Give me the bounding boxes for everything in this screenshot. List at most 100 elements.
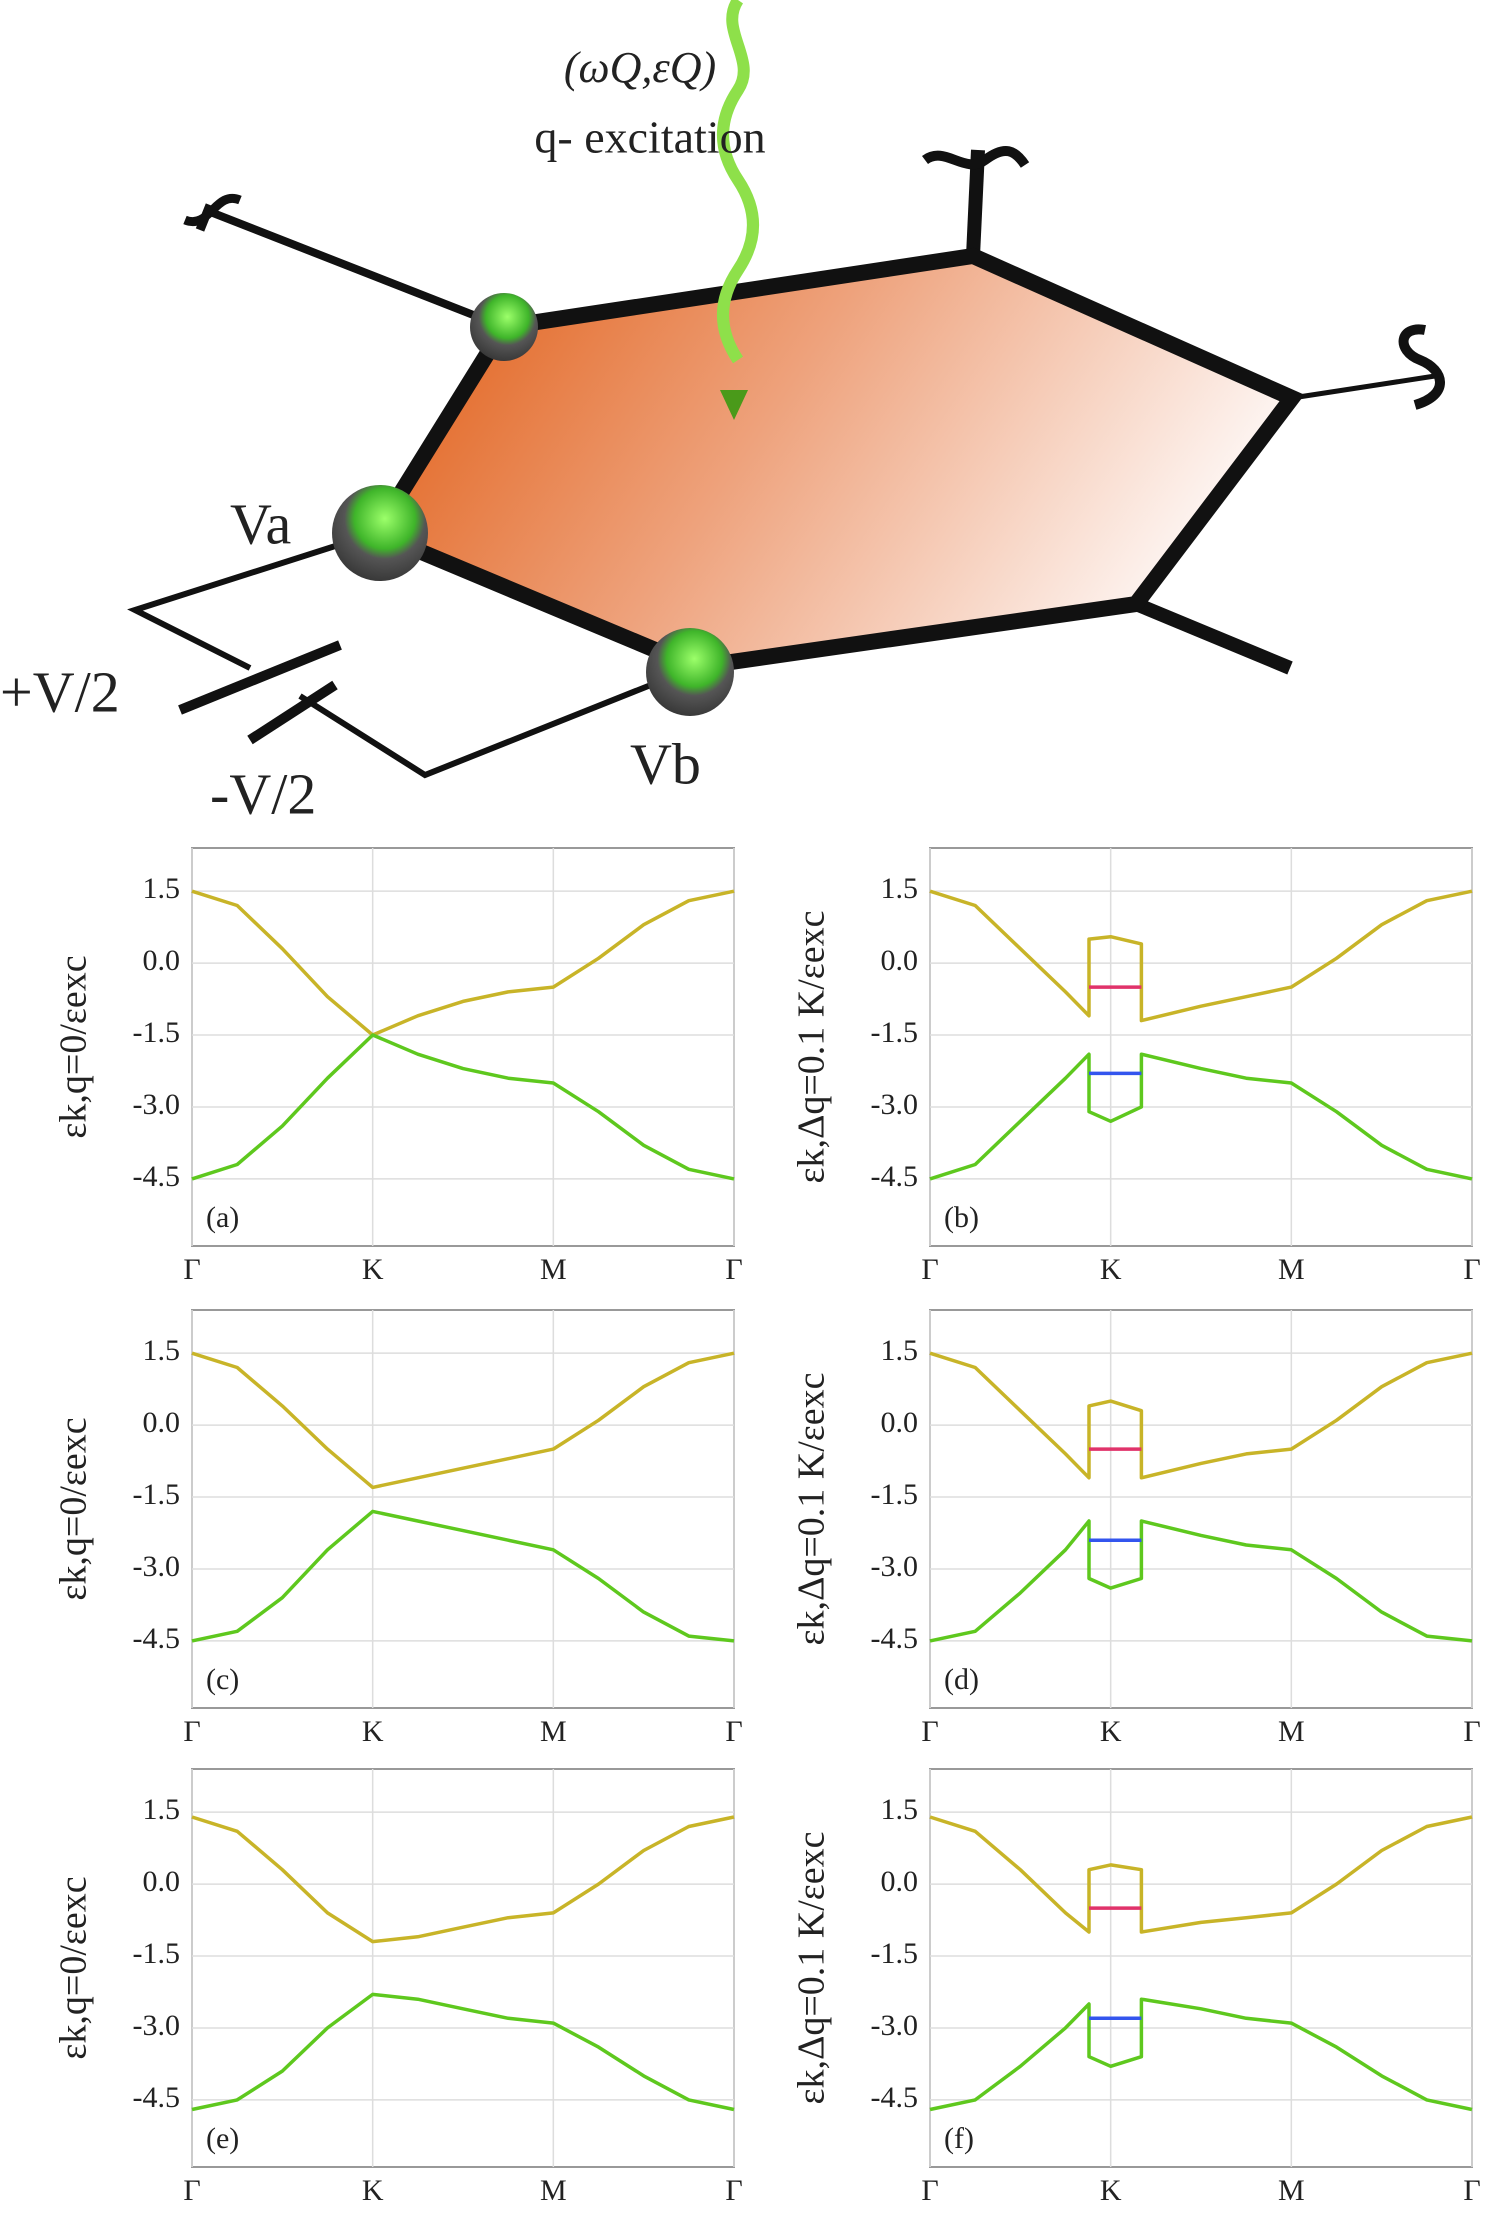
wave-arrow — [720, 390, 748, 420]
panel-label: (f) — [944, 2122, 974, 2155]
x-tick-label: Γ — [1463, 1253, 1480, 1286]
lead-end — [1398, 324, 1445, 410]
panel-label: (c) — [206, 1663, 239, 1696]
y-tick-label: -1.5 — [871, 1016, 919, 1049]
x-tick-label: K — [1100, 2174, 1122, 2207]
y-tick-label: 1.5 — [881, 1793, 919, 1826]
band-line — [929, 1052, 1473, 1181]
y-axis-label: εk,q=0/εexc — [53, 1417, 95, 1600]
battery-plate — [247, 680, 338, 745]
y-tick-label: -4.5 — [871, 1622, 919, 1655]
x-tick-label: Γ — [921, 2174, 938, 2207]
chart: 1.50.0-1.5-3.0-4.5Γ K M Γ(e)εk,q=0/εexc — [53, 1768, 743, 2207]
x-tick-label: M — [1278, 1715, 1305, 1748]
x-tick-label: K — [1100, 1715, 1122, 1748]
y-axis-label: εk,q=0/εexc — [53, 955, 95, 1138]
panel-label: (d) — [944, 1663, 979, 1696]
plot-frame — [191, 1309, 735, 1709]
y-tick-label: 0.0 — [143, 944, 181, 977]
y-tick-label: 1.5 — [881, 872, 919, 905]
band-line — [191, 889, 735, 1037]
plus-label: +V/2 — [0, 659, 120, 724]
excitation-wave — [717, 0, 759, 364]
x-tick-label: M — [540, 1715, 567, 1748]
y-tick-label: -3.0 — [133, 2009, 181, 2042]
y-tick-label: 1.5 — [143, 1334, 181, 1367]
x-tick-label: Γ — [183, 1253, 200, 1286]
lead-end — [922, 146, 1030, 170]
vb-label: Vb — [630, 731, 701, 796]
y-tick-label: -3.0 — [133, 1088, 181, 1121]
y-tick-label: 0.0 — [881, 944, 919, 977]
x-tick-label: Γ — [725, 1715, 742, 1748]
device-diagram: (ωQ,εQ) q- excitation Va Vb +V/2 -V/2 — [0, 0, 1445, 826]
y-tick-label: -1.5 — [133, 1937, 181, 1970]
band-line — [929, 889, 1473, 1023]
x-tick-label: M — [540, 2174, 567, 2207]
x-tick-label: K — [362, 2174, 384, 2207]
battery-plate — [178, 640, 342, 715]
chart: 1.50.0-1.5-3.0-4.5Γ K M Γ(f)εk,Δq=0.1 K/εex… — [791, 1768, 1481, 2207]
x-tick-label: K — [362, 1253, 384, 1286]
site-ball — [470, 293, 538, 361]
x-tick-label: K — [362, 1715, 384, 1748]
plot-frame — [929, 1768, 1473, 2168]
y-tick-label: -4.5 — [133, 1160, 181, 1193]
x-tick-label: Γ — [725, 2174, 742, 2207]
y-tick-label: -4.5 — [871, 2081, 919, 2114]
y-tick-label: -3.0 — [871, 2009, 919, 2042]
x-tick-label: M — [1278, 2174, 1305, 2207]
x-tick-label: Γ — [921, 1715, 938, 1748]
chart: 1.50.0-1.5-3.0-4.5Γ K M Γ(b)εk,Δq=0.1 K/εex… — [791, 847, 1481, 1286]
band-line — [191, 1815, 735, 1944]
y-tick-label: -1.5 — [133, 1478, 181, 1511]
panel-label: (a) — [206, 1201, 239, 1234]
y-axis-label: εk,Δq=0.1 K/εexc — [791, 1831, 833, 2104]
x-tick-label: Γ — [183, 1715, 200, 1748]
panel-label: (e) — [206, 2122, 239, 2155]
panel-label: (b) — [944, 1201, 979, 1234]
y-tick-label: 1.5 — [881, 1334, 919, 1367]
plot-frame — [191, 847, 735, 1247]
y-tick-label: -3.0 — [871, 1088, 919, 1121]
lead — [1291, 373, 1436, 401]
minus-label: -V/2 — [210, 761, 316, 826]
plot-frame — [191, 1768, 735, 2168]
y-tick-label: -1.5 — [871, 1937, 919, 1970]
band-line — [191, 1509, 735, 1643]
band-line — [929, 1351, 1473, 1480]
x-tick-label: Γ — [725, 1253, 742, 1286]
band-line — [191, 1992, 735, 2112]
band-line — [191, 1033, 735, 1181]
y-tick-label: -1.5 — [133, 1016, 181, 1049]
band-line — [929, 1815, 1473, 1934]
y-tick-label: 0.0 — [143, 1406, 181, 1439]
excitation-label: q- excitation — [534, 112, 765, 163]
x-tick-label: M — [540, 1253, 567, 1286]
chart: 1.50.0-1.5-3.0-4.5Γ K M Γ(d)εk,Δq=0.1 K/εex… — [791, 1309, 1481, 1748]
x-tick-label: Γ — [1463, 2174, 1480, 2207]
wave-label: (ωQ,εQ) — [564, 43, 716, 92]
band-line — [191, 1351, 735, 1490]
y-tick-label: -4.5 — [133, 2081, 181, 2114]
va-label: Va — [230, 491, 291, 556]
y-axis-label: εk,Δq=0.1 K/εexc — [791, 910, 833, 1183]
site-ball — [332, 485, 428, 581]
y-tick-label: -3.0 — [871, 1550, 919, 1583]
y-tick-label: 0.0 — [143, 1865, 181, 1898]
lead — [211, 209, 506, 331]
y-tick-label: -3.0 — [133, 1550, 181, 1583]
y-tick-label: -4.5 — [871, 1160, 919, 1193]
y-tick-label: -1.5 — [871, 1478, 919, 1511]
y-tick-label: 0.0 — [881, 1865, 919, 1898]
plot-frame — [929, 1309, 1473, 1709]
x-tick-label: Γ — [1463, 1715, 1480, 1748]
plot-frame — [929, 847, 1473, 1247]
chart: 1.50.0-1.5-3.0-4.5Γ K M Γ(a)εk,q=0/εexc — [53, 847, 743, 1286]
x-tick-label: Γ — [183, 2174, 200, 2207]
wire — [127, 530, 377, 671]
chart: 1.50.0-1.5-3.0-4.5Γ K M Γ(c)εk,q=0/εexc — [53, 1309, 743, 1748]
wire — [298, 664, 698, 779]
x-tick-label: M — [1278, 1253, 1305, 1286]
